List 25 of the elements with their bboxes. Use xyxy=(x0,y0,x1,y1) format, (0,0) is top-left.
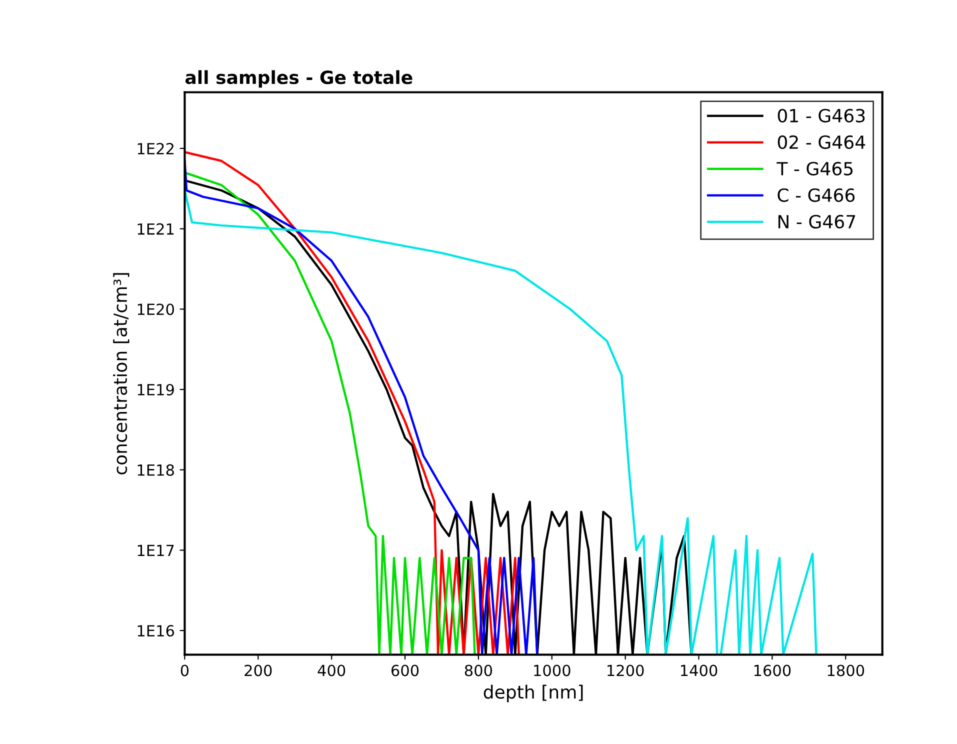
x-tick-label: 200 xyxy=(244,664,272,676)
y-tick-label: 1E16 xyxy=(138,624,174,637)
y-tick-label: 1E21 xyxy=(138,223,174,235)
chart-title: all samples - Ge totale xyxy=(185,70,412,88)
y-tick-label: 1E18 xyxy=(138,464,174,476)
legend-label: T - G465 xyxy=(776,162,853,176)
x-tick-label: 800 xyxy=(464,664,492,676)
legend-label: C - G466 xyxy=(778,188,855,202)
y-tick-label: 1E22 xyxy=(138,142,174,154)
y-tick-label: 1E19 xyxy=(138,384,174,396)
x-tick-label: 1600 xyxy=(754,664,791,676)
y-axis-title: concentration [at/cm³] xyxy=(113,273,130,474)
legend-label: 02 - G464 xyxy=(778,135,866,149)
x-tick-label: 600 xyxy=(392,664,419,676)
y-tick-label: 1E17 xyxy=(138,544,174,556)
x-tick-label: 1200 xyxy=(608,664,644,676)
x-tick-label: 400 xyxy=(318,664,346,676)
x-axis-title: depth [nm] xyxy=(484,684,583,702)
x-tick-label: 0 xyxy=(180,664,189,676)
legend-label: N - G467 xyxy=(778,214,856,228)
y-tick-label: 1E20 xyxy=(138,304,174,316)
x-tick-label: 1400 xyxy=(681,664,718,676)
x-tick-label: 1000 xyxy=(534,664,570,676)
legend-label: 01 - G463 xyxy=(778,108,865,122)
x-tick-label: 1800 xyxy=(828,664,864,676)
